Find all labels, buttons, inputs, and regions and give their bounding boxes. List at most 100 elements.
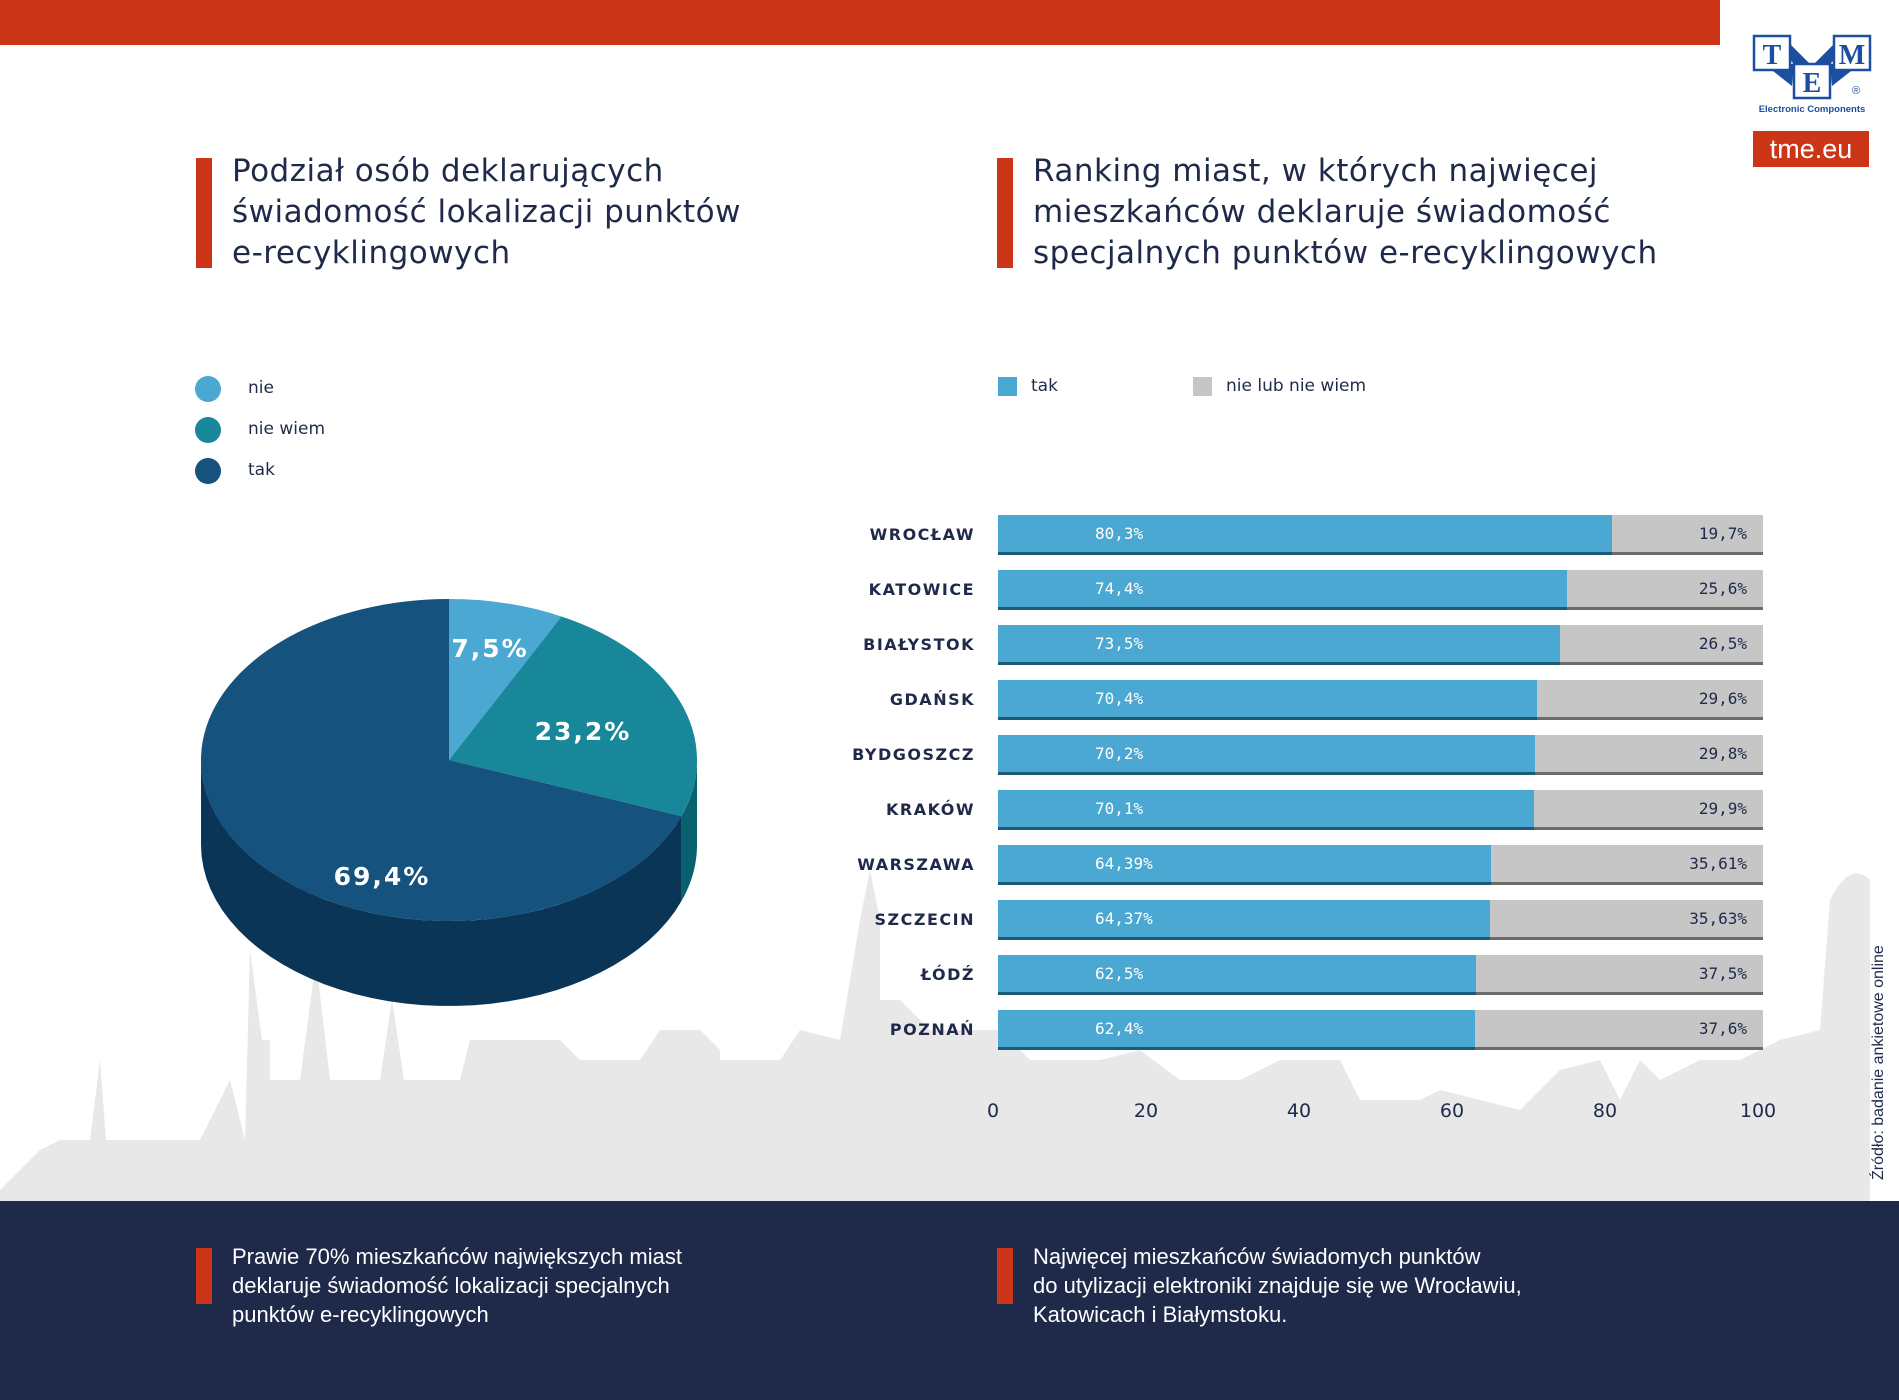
- bar-value-label: 80,3%: [1095, 524, 1144, 543]
- bar-value-label: 25,6%: [1698, 579, 1747, 598]
- legend-swatch-nie-lub-nie-wiem: [1193, 377, 1212, 396]
- bar-tak: [998, 680, 1537, 720]
- category-label: GDAŃSK: [889, 690, 975, 709]
- bar-value-label: 26,5%: [1698, 634, 1747, 653]
- pie-slice-tak: [201, 599, 682, 922]
- svg-text:Electronic Components: Electronic Components: [1759, 104, 1866, 115]
- note-line: Katowicach i Białymstoku.: [1033, 1302, 1288, 1327]
- note-line: Najwięcej mieszkańców świadomych punktów: [1033, 1244, 1481, 1269]
- footer-accent-left: [196, 1248, 212, 1304]
- bar-nie-lub-nie-wiem: [1476, 955, 1763, 995]
- x-tick-label: 80: [1592, 1100, 1618, 1122]
- category-label: ŁÓDŹ: [920, 965, 975, 984]
- city-skyline-background: [0, 870, 1870, 1201]
- bar-chart-title: Ranking miast, w których najwięcej miesz…: [1033, 151, 1658, 274]
- bar-value-label: 19,7%: [1698, 524, 1747, 543]
- bar-nie-lub-nie-wiem: [1534, 790, 1763, 830]
- svg-text:E: E: [1803, 68, 1822, 99]
- category-label: POZNAŃ: [889, 1020, 975, 1039]
- tme-logo: T M E ® Electronic Components: [1752, 34, 1872, 115]
- pie-data-label: 7,5%: [451, 634, 528, 663]
- note-line: deklaruje świadomość lokalizacji specjal…: [232, 1273, 670, 1298]
- pie-slice-nie: [449, 599, 562, 760]
- bar-nie-lub-nie-wiem: [1560, 625, 1763, 665]
- top-accent-bar: [0, 0, 1720, 45]
- x-tick-label: 0: [986, 1100, 1000, 1122]
- bar-value-label: 37,5%: [1698, 964, 1747, 983]
- bar-value-label: 37,6%: [1698, 1019, 1747, 1038]
- note-line: Prawie 70% mieszkańców największych mias…: [232, 1244, 682, 1269]
- bar-tak: [998, 790, 1535, 830]
- bar-value-label: 35,63%: [1689, 909, 1747, 928]
- x-tick-label: 20: [1133, 1100, 1159, 1122]
- bar-tak: [998, 515, 1613, 555]
- bar-tak: [998, 1010, 1476, 1050]
- footer-accent-right: [997, 1248, 1013, 1304]
- legend-swatch-tak: [195, 458, 221, 484]
- source-note: Źródło: badanie ankietowe online: [1870, 945, 1887, 1180]
- x-tick-label: 100: [1739, 1100, 1777, 1122]
- svg-text:T: T: [1763, 40, 1782, 71]
- bar-value-label: 64,39%: [1095, 854, 1153, 873]
- pie-chart-title: Podział osób deklarujących świadomość lo…: [232, 151, 741, 274]
- legend-label-nie-lub-nie-wiem: nie lub nie wiem: [1226, 376, 1367, 396]
- bar-nie-lub-nie-wiem: [1535, 735, 1763, 775]
- legend-swatch-nie: [195, 376, 221, 402]
- bar-nie-lub-nie-wiem: [1490, 900, 1763, 940]
- pie-side-tak: [201, 760, 682, 1006]
- category-label: WARSZAWA: [857, 855, 975, 874]
- pie-side-nie-wiem: [681, 760, 697, 902]
- bar-nie-lub-nie-wiem: [1567, 570, 1763, 610]
- bar-nie-lub-nie-wiem: [1490, 845, 1763, 885]
- bar-tak: [998, 735, 1536, 775]
- footer-note-left: Prawie 70% mieszkańców największych mias…: [232, 1242, 682, 1329]
- bar-value-label: 74,4%: [1095, 579, 1144, 598]
- bar-nie-lub-nie-wiem: [1475, 1010, 1763, 1050]
- pie-data-label: 23,2%: [535, 717, 632, 746]
- footer-note-right: Najwięcej mieszkańców świadomych punktów…: [1033, 1242, 1522, 1329]
- bar-value-label: 73,5%: [1095, 634, 1144, 653]
- pie-slice-nie-wiem: [449, 616, 697, 817]
- title-line: e-recyklingowych: [232, 235, 511, 271]
- bar-tak: [998, 845, 1491, 885]
- bar-value-label: 35,61%: [1689, 854, 1747, 873]
- legend-label-nie: nie: [248, 378, 274, 398]
- category-label: SZCZECIN: [874, 910, 975, 929]
- legend-label-nie-wiem: nie wiem: [248, 419, 326, 439]
- x-tick-label: 60: [1439, 1100, 1465, 1122]
- category-label: KATOWICE: [868, 580, 975, 599]
- title-accent-right: [997, 158, 1013, 268]
- pie-data-label: 69,4%: [334, 862, 431, 891]
- legend-swatch-nie-wiem: [195, 417, 221, 443]
- x-tick-label: 40: [1286, 1100, 1312, 1122]
- note-line: punktów e-recyklingowych: [232, 1302, 489, 1327]
- title-line: specjalnych punktów e-recyklingowych: [1033, 235, 1658, 271]
- bar-nie-lub-nie-wiem: [1612, 515, 1763, 555]
- bar-tak: [998, 955, 1477, 995]
- bar-tak: [998, 570, 1568, 610]
- svg-text:M: M: [1839, 40, 1865, 71]
- legend-label-tak: tak: [1031, 376, 1058, 396]
- bar-value-label: 62,5%: [1095, 964, 1144, 983]
- category-label: BYDGOSZCZ: [852, 745, 975, 764]
- title-accent-left: [196, 158, 212, 268]
- tme-site-link[interactable]: tme.eu: [1753, 131, 1869, 167]
- bar-tak: [998, 625, 1561, 665]
- bar-value-label: 29,6%: [1698, 689, 1747, 708]
- bar-nie-lub-nie-wiem: [1536, 680, 1763, 720]
- legend-swatch-tak: [998, 377, 1017, 396]
- pie-chart: 7,5% 23,2% 69,4%: [201, 599, 697, 1006]
- title-line: Podział osób deklarujących: [232, 153, 664, 189]
- category-label: KRAKÓW: [885, 800, 975, 819]
- bar-value-label: 64,37%: [1095, 909, 1153, 928]
- title-line: Ranking miast, w których najwięcej: [1033, 153, 1599, 189]
- bar-value-label: 70,1%: [1095, 799, 1144, 818]
- bar-tak: [998, 900, 1491, 940]
- legend-label-tak: tak: [248, 460, 275, 480]
- bar-value-label: 70,2%: [1095, 744, 1144, 763]
- footer-band: [0, 1201, 1899, 1400]
- note-line: do utylizacji elektroniki znajduje się w…: [1033, 1273, 1522, 1298]
- category-label: WROCŁAW: [869, 525, 975, 544]
- bar-value-label: 62,4%: [1095, 1019, 1144, 1038]
- title-line: mieszkańców deklaruje świadomość: [1033, 194, 1611, 230]
